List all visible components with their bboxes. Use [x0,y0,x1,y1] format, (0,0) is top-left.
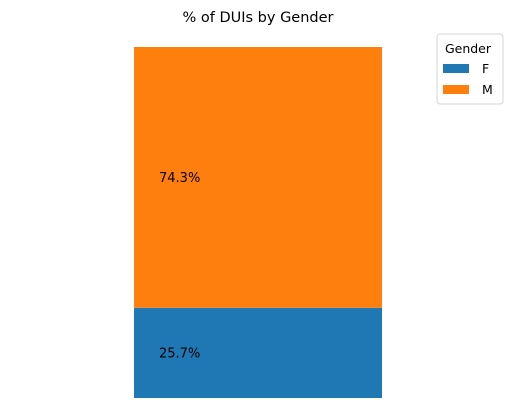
legend-swatch-f [443,64,469,73]
data-label-m: 74.3% [159,171,200,186]
legend-items: FM [443,61,493,97]
legend-label-f: F [482,61,489,76]
legend-title: Gender [445,41,492,56]
bar-stack [134,47,382,398]
legend-label-m: M [482,82,493,97]
legend: Gender FM [436,33,504,105]
data-labels: 25.7% 74.3% [159,171,200,362]
legend-swatch-m [443,85,469,94]
bar-segment-m [134,47,382,308]
data-label-f: 25.7% [159,346,200,361]
chart-title: % of DUIs by Gender [182,10,333,26]
bar-segment-f [134,307,382,398]
